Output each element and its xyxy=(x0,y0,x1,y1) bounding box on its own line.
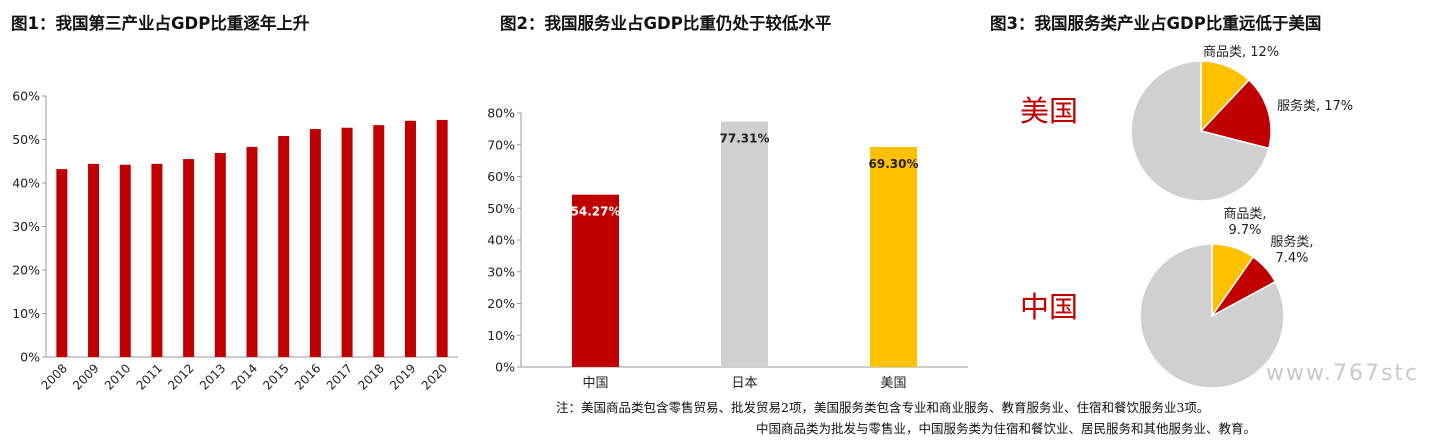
fig2-data-label: 54.27% xyxy=(571,205,621,219)
note-line-1: 注：美国商品类包含零售贸易、批发贸易2项，美国服务类包含专业和商业服务、教育服务… xyxy=(556,400,1210,415)
fig1-bar xyxy=(88,163,100,357)
fig1-bar xyxy=(341,127,353,357)
fig1-bar xyxy=(246,146,258,357)
fig1-x-tick-label: 2015 xyxy=(260,361,291,392)
fig1-y-tick-label: 40% xyxy=(12,176,40,191)
note-line-2: 中国商品类为批发与零售业，中国服务类为住宿和餐饮业、居民服务和其他服务业、教育。 xyxy=(756,421,1257,436)
fig1-bar xyxy=(373,125,385,358)
fig2-y-tick-label: 80% xyxy=(487,106,515,121)
fig2-x-tick-label: 日本 xyxy=(731,376,757,391)
fig2-y-tick-label: 50% xyxy=(487,201,515,216)
fig1-bar xyxy=(56,169,68,357)
fig1-x-tick-label: 2012 xyxy=(165,361,196,392)
fig1-x-tick-label: 2013 xyxy=(197,361,228,392)
fig1-bar xyxy=(436,119,448,357)
fig1-bar xyxy=(404,120,416,357)
fig1-y-tick-label: 10% xyxy=(12,306,40,321)
fig1-y-tick-label: 50% xyxy=(12,132,40,147)
fig1-x-tick-label: 2016 xyxy=(292,361,323,392)
fig1-x-tick-label: 2009 xyxy=(70,361,101,392)
fig2-y-tick-label: 40% xyxy=(487,233,515,248)
fig1-y-tick-label: 20% xyxy=(12,263,40,278)
fig1-bar xyxy=(151,163,163,357)
fig1-x-tick-label: 2008 xyxy=(38,361,69,392)
fig2-x-tick-label: 中国 xyxy=(582,376,608,391)
fig2-y-tick-label: 60% xyxy=(487,169,515,184)
fig2-title: 图2：我国服务业占GDP比重仍处于较低水平 xyxy=(500,14,832,33)
fig1-bar xyxy=(183,159,195,357)
fig2-y-tick-label: 30% xyxy=(487,264,515,279)
pie-country-label-us: 美国 xyxy=(1020,94,1079,128)
fig1-title: 图1：我国第三产业占GDP比重逐年上升 xyxy=(11,14,310,33)
watermark: www.767stc xyxy=(1266,361,1420,386)
fig1-y-tick-label: 0% xyxy=(20,350,40,365)
fig2-data-label: 69.30% xyxy=(869,157,919,171)
fig3-pie1-slice xyxy=(1199,78,1272,150)
fig1-y-tick-label: 60% xyxy=(12,89,40,104)
fig3-pie1-slice-label: 服务类, 17% xyxy=(1277,98,1353,114)
fig1-x-tick-label: 2018 xyxy=(355,361,386,392)
fig2-data-label: 77.31% xyxy=(720,132,770,146)
fig2-y-tick-label: 20% xyxy=(487,296,515,311)
fig1-x-tick-label: 2020 xyxy=(419,361,450,392)
fig1-x-tick-label: 2010 xyxy=(102,361,133,392)
fig1-y-tick-label: 30% xyxy=(12,219,40,234)
fig1-x-tick-label: 2017 xyxy=(324,361,355,392)
fig3-title: 图3：我国服务类产业占GDP比重远低于美国 xyxy=(990,14,1322,33)
fig2-bar xyxy=(572,194,619,367)
pie-country-label-cn: 中国 xyxy=(1020,290,1079,324)
fig3-pie1-slice xyxy=(1130,60,1270,202)
fig2-bar xyxy=(721,121,768,368)
fig1-x-tick-label: 2011 xyxy=(134,361,165,392)
fig2-y-tick-label: 70% xyxy=(487,137,515,152)
fig2-y-tick-label: 0% xyxy=(495,360,515,375)
fig3-pie2-slice xyxy=(1139,243,1285,389)
fig1-bar xyxy=(278,136,290,357)
fig2-y-tick-label: 10% xyxy=(487,328,515,343)
fig3-pie1-slice-label: 商品类, 12% xyxy=(1203,45,1279,60)
fig1-bar xyxy=(309,129,321,357)
fig1-x-tick-label: 2019 xyxy=(387,361,418,392)
fig3-pie2-slice-label: 7.4% xyxy=(1275,251,1308,266)
fig3-pie2-slice-label: 商品类, xyxy=(1223,207,1266,222)
fig1-bar xyxy=(214,152,226,357)
fig1-x-tick-label: 2014 xyxy=(229,361,260,392)
fig2-bar xyxy=(870,146,917,367)
fig1-bar xyxy=(119,164,131,357)
fig2-x-tick-label: 美国 xyxy=(880,376,906,391)
fig3-pie2-slice-label: 服务类, xyxy=(1270,234,1313,250)
fig3-pie2-slice-label: 9.7% xyxy=(1228,223,1261,238)
